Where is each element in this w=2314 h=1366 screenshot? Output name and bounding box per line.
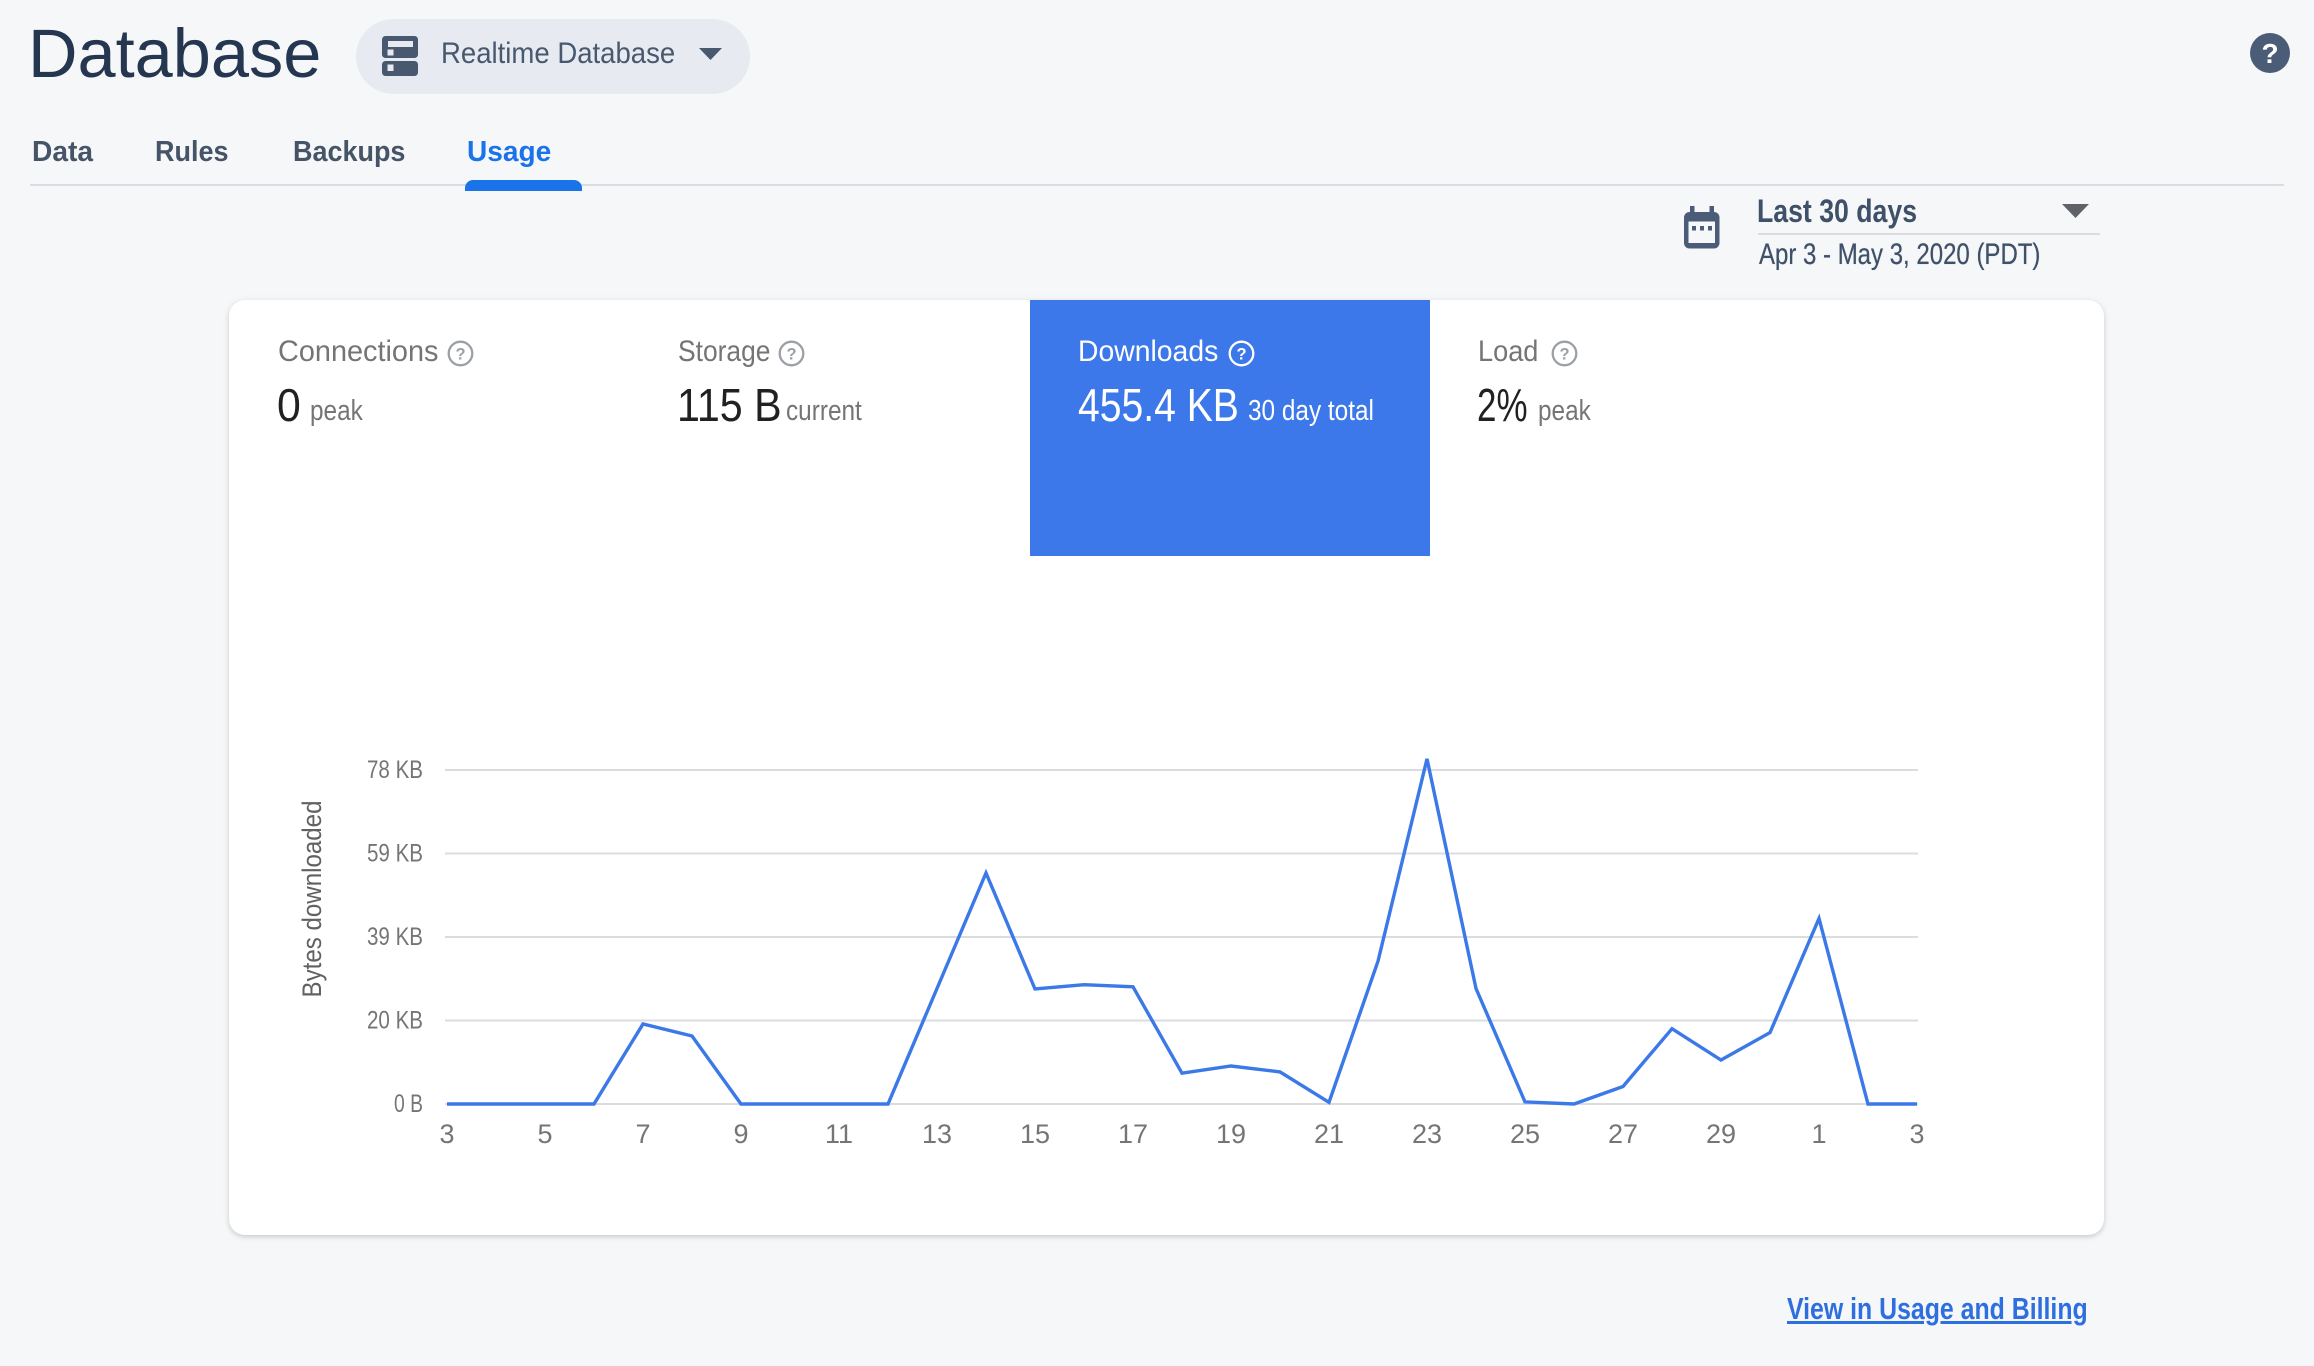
svg-text:3: 3 bbox=[1909, 1119, 1924, 1149]
svg-text:39 KB: 39 KB bbox=[367, 923, 423, 951]
svg-text:59 KB: 59 KB bbox=[367, 840, 423, 868]
svg-text:11: 11 bbox=[825, 1119, 853, 1149]
svg-text:?: ? bbox=[1236, 346, 1246, 364]
svg-text:25: 25 bbox=[1510, 1119, 1540, 1149]
svg-text:15: 15 bbox=[1020, 1119, 1050, 1149]
svg-text:13: 13 bbox=[922, 1119, 952, 1149]
svg-text:29: 29 bbox=[1706, 1119, 1736, 1149]
svg-text:19: 19 bbox=[1216, 1119, 1246, 1149]
svg-text:23: 23 bbox=[1412, 1119, 1442, 1149]
svg-text:9: 9 bbox=[733, 1119, 748, 1149]
svg-text:0 B: 0 B bbox=[394, 1090, 423, 1118]
svg-text:20 KB: 20 KB bbox=[367, 1007, 423, 1035]
svg-text:27: 27 bbox=[1608, 1119, 1638, 1149]
svg-text:?: ? bbox=[786, 346, 796, 364]
svg-text:Bytes downloaded: Bytes downloaded bbox=[297, 801, 327, 998]
svg-text:?: ? bbox=[1559, 346, 1569, 364]
svg-text:?: ? bbox=[455, 346, 465, 364]
svg-text:3: 3 bbox=[439, 1119, 454, 1149]
svg-text:1: 1 bbox=[1811, 1119, 1826, 1149]
svg-text:5: 5 bbox=[537, 1119, 552, 1149]
svg-text:17: 17 bbox=[1118, 1119, 1148, 1149]
svg-text:21: 21 bbox=[1314, 1119, 1344, 1149]
svg-text:7: 7 bbox=[635, 1119, 650, 1149]
svg-text:78 KB: 78 KB bbox=[367, 756, 423, 784]
